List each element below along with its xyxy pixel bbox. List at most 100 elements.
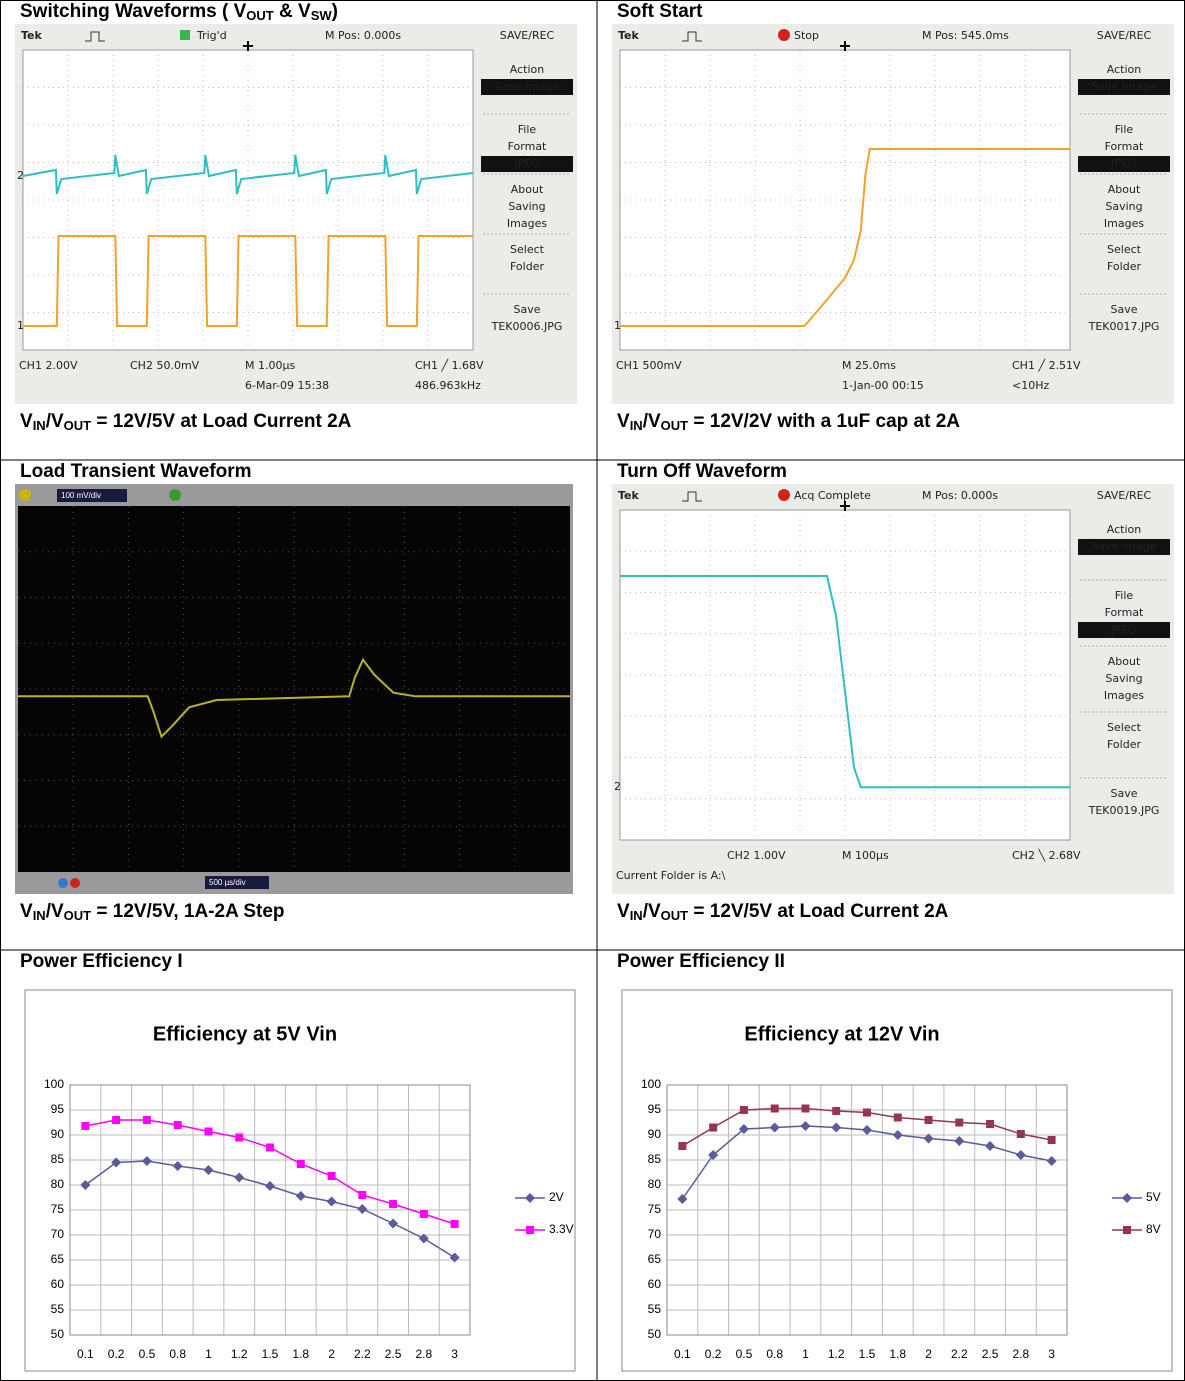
- time-per-div: 500 µs/div: [209, 878, 246, 887]
- scope-status: Trig'd: [196, 29, 227, 42]
- menu-item: About: [1108, 655, 1141, 668]
- subscript: OUT: [246, 8, 274, 23]
- menu-title: SAVE/REC: [1097, 489, 1152, 502]
- marker: [771, 1105, 779, 1113]
- y-tick-label: 85: [648, 1152, 662, 1166]
- x-tick-label: 0.1: [674, 1347, 691, 1361]
- legend-label: 3.3V: [549, 1222, 574, 1236]
- menu-item: Saving: [508, 200, 545, 213]
- y-tick-label: 60: [51, 1277, 65, 1291]
- marker: [204, 1128, 212, 1136]
- marker: [1017, 1130, 1025, 1138]
- y-tick-label: 65: [51, 1252, 65, 1266]
- menu-title: SAVE/REC: [1097, 29, 1152, 42]
- footer-freq: 486.963kHz: [415, 379, 481, 392]
- chart-area: [622, 990, 1172, 1371]
- cell-title: Load Transient Waveform: [20, 461, 252, 482]
- menu-item: TEK0006.JPG: [491, 320, 563, 333]
- footer-ch2: CH2 50.0mV: [130, 359, 200, 372]
- marker: [678, 1142, 686, 1150]
- scope-brand: Tek: [618, 29, 640, 42]
- x-tick-label: 1.8: [292, 1347, 309, 1361]
- x-tick-label: 1.8: [889, 1347, 906, 1361]
- status-icon: [778, 29, 790, 41]
- marker: [925, 1116, 933, 1124]
- marker: [801, 1105, 809, 1113]
- run-icon: [70, 878, 80, 888]
- subscript: OUT: [64, 908, 92, 923]
- marker: [420, 1210, 428, 1218]
- subscript: IN: [33, 908, 46, 923]
- status-icon: [180, 30, 190, 40]
- y-tick-label: 55: [648, 1302, 662, 1316]
- chart-title: Efficiency at 5V Vin: [153, 1023, 337, 1045]
- marker: [709, 1124, 717, 1132]
- y-tick-label: 65: [648, 1252, 662, 1266]
- text-part: V: [617, 411, 630, 432]
- x-tick-label: 2.2: [354, 1347, 371, 1361]
- footer-date: 1-Jan-00 00:15: [842, 379, 924, 392]
- y-tick-label: 70: [51, 1227, 65, 1241]
- x-tick-label: 1: [205, 1347, 212, 1361]
- footer-timebase: M 25.0ms: [842, 359, 896, 372]
- marker: [1123, 1226, 1131, 1234]
- channel-icon: [19, 489, 31, 501]
- x-tick-label: 2: [925, 1347, 932, 1361]
- menu-item: Save: [1110, 787, 1137, 800]
- footer-timebase: M 1.00µs: [245, 359, 295, 372]
- footer-freq: <10Hz: [1012, 379, 1049, 392]
- scope-mpos: M Pos: 0.000s: [922, 489, 998, 502]
- x-tick-label: 3: [1048, 1347, 1055, 1361]
- channel-icon: [169, 489, 181, 501]
- marker: [235, 1134, 243, 1142]
- footer-ch1: CH1 500mV: [616, 359, 682, 372]
- y-tick-label: 70: [648, 1227, 662, 1241]
- x-tick-label: 0.2: [108, 1347, 125, 1361]
- y-tick-label: 55: [51, 1302, 65, 1316]
- marker: [526, 1226, 534, 1234]
- legend-label: 8V: [1146, 1222, 1161, 1236]
- menu-item: JPEG: [1110, 623, 1136, 636]
- marker: [863, 1109, 871, 1117]
- scope-brand: Tek: [21, 29, 43, 42]
- marker: [451, 1220, 459, 1228]
- marker: [1048, 1136, 1056, 1144]
- text-part: = 12V/5V, 1A-2A Step: [91, 901, 284, 922]
- marker: [143, 1116, 151, 1124]
- menu-item: Images: [1104, 217, 1144, 230]
- text-part: = 12V/5V at Load Current 2A: [91, 411, 352, 432]
- menu-item: Select: [1107, 243, 1142, 256]
- menu-item: Format: [1105, 606, 1144, 619]
- x-tick-label: 1: [802, 1347, 809, 1361]
- y-tick-label: 90: [648, 1127, 662, 1141]
- channel-marker: 1: [614, 319, 621, 332]
- cell-title: Soft Start: [617, 1, 703, 22]
- legend-label: 2V: [549, 1190, 564, 1204]
- x-tick-label: 2.8: [1013, 1347, 1030, 1361]
- cell-title: Turn Off Waveform: [617, 461, 787, 482]
- menu-item: Action: [1107, 523, 1141, 536]
- x-tick-label: 2.2: [951, 1347, 968, 1361]
- x-tick-label: 1.2: [231, 1347, 248, 1361]
- marker: [112, 1116, 120, 1124]
- menu-item: Saving: [1105, 200, 1142, 213]
- text-part: Turn Off Waveform: [617, 461, 787, 482]
- scope-brand: Tek: [618, 489, 640, 502]
- x-tick-label: 0.5: [736, 1347, 753, 1361]
- menu-item: Format: [508, 140, 547, 153]
- text-part: /V: [46, 901, 64, 922]
- text-part: = 12V/5V at Load Current 2A: [688, 901, 949, 922]
- marker: [389, 1200, 397, 1208]
- subscript: IN: [630, 908, 643, 923]
- text-part: Soft Start: [617, 1, 703, 22]
- footer-trigger: CH1 ╱ 2.51V: [1012, 358, 1081, 372]
- marker: [358, 1191, 366, 1199]
- status-icon: [778, 489, 790, 501]
- subscript: IN: [33, 418, 46, 433]
- marker: [328, 1172, 336, 1180]
- x-tick-label: 1.5: [262, 1347, 279, 1361]
- channel-marker: 2: [614, 780, 621, 793]
- subscript: OUT: [661, 418, 689, 433]
- menu-item: JPEG: [513, 157, 539, 170]
- subscript: IN: [630, 418, 643, 433]
